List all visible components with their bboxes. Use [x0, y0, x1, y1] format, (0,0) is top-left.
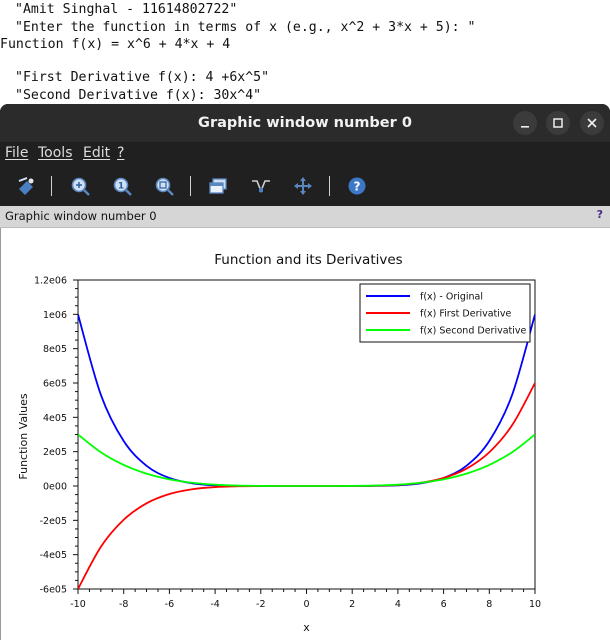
y-axis-label: Function Values	[17, 393, 30, 479]
x-tick-label: 4	[395, 599, 401, 610]
x-tick-label: 0	[303, 599, 309, 610]
x-tick-label: 6	[441, 599, 447, 610]
y-tick-label: -6e05	[40, 585, 67, 596]
series-line-2	[78, 433, 535, 487]
y-tick-label: -2e05	[40, 516, 67, 527]
figure-subbar: Graphic window number 0 ?	[0, 206, 610, 228]
svg-text:1: 1	[118, 182, 124, 192]
x-tick-label: -10	[70, 599, 86, 610]
zoom-reset-button[interactable]: 1	[111, 175, 133, 197]
zoom-area-icon	[155, 177, 174, 196]
svg-text:?: ?	[354, 180, 361, 194]
x-tick-label: -6	[165, 599, 174, 610]
figure-windows-button[interactable]	[207, 175, 229, 197]
window-title: Graphic window number 0	[198, 115, 412, 131]
y-tick-label: 8e05	[43, 344, 67, 355]
pan-button[interactable]	[292, 175, 314, 197]
menu-file[interactable]: File	[5, 145, 29, 161]
zoom-reset-icon: 1	[113, 177, 132, 196]
console-line: "Second Derivative f(x): 30x^4"	[15, 88, 262, 103]
chart-title: Function and its Derivatives	[214, 252, 402, 268]
chart[interactable]: Function and its Derivatives -10 -8 -6 -4 -2 0…	[1, 228, 610, 640]
datatip-icon	[252, 180, 270, 194]
figure-windows-icon	[209, 178, 227, 194]
console-line: "Enter the function in terms of x (e.g.,…	[15, 20, 476, 35]
help-icon: ?	[348, 177, 366, 195]
help-button[interactable]: ?	[346, 175, 368, 197]
legend-label: f(x) Second Derivative	[420, 326, 527, 337]
y-tick-label: 0e00	[43, 482, 67, 493]
x-tick-label: 8	[486, 599, 492, 610]
window-titlebar[interactable]: Graphic window number 0	[0, 104, 610, 142]
graphic-window: Graphic window number 0 File Tools Edit …	[0, 104, 610, 640]
x-tick-label: 2	[349, 599, 355, 610]
x-tick-label: 10	[529, 599, 541, 610]
zoom-in-button[interactable]	[69, 175, 91, 197]
y-tick-label: 2e05	[43, 447, 67, 458]
console-line: "Amit Singhal - 11614802722"	[15, 2, 238, 17]
menu-help[interactable]: ?	[117, 145, 125, 161]
close-button[interactable]	[580, 111, 604, 135]
x-tick-label: -8	[119, 599, 128, 610]
minimize-button[interactable]	[513, 111, 537, 135]
legend-label: f(x) - Original	[420, 292, 483, 303]
close-icon	[587, 118, 597, 128]
console-output: "Amit Singhal - 11614802722" "Enter the …	[0, 0, 610, 104]
maximize-icon	[553, 118, 563, 128]
zoom-area-button[interactable]	[153, 175, 175, 197]
zoom-in-icon	[71, 177, 90, 196]
rotate-button[interactable]	[15, 175, 37, 197]
menu-bar: File Tools Edit ?	[0, 142, 610, 166]
toolbar: 1 ?	[0, 166, 610, 206]
minimize-icon	[521, 126, 529, 128]
maximize-button[interactable]	[546, 111, 570, 135]
y-tick-label: 4e05	[43, 413, 67, 424]
x-axis-label: x	[303, 621, 310, 634]
x-tick-label: -4	[210, 599, 219, 610]
toolbar-separator	[329, 176, 330, 196]
legend-label: f(x) First Derivative	[420, 309, 512, 320]
y-tick-label: 1e06	[43, 310, 67, 321]
y-tick-label: 6e05	[43, 379, 67, 390]
pan-icon	[294, 177, 312, 195]
menu-edit[interactable]: Edit	[83, 145, 111, 161]
whats-this-icon[interactable]: ?	[596, 208, 603, 221]
figure-label: Graphic window number 0	[5, 209, 157, 223]
y-tick-label: 1.2e06	[34, 276, 67, 287]
rotate-icon	[18, 177, 34, 195]
console-line: Function f(x) = x^6 + 4*x + 4	[0, 37, 231, 52]
x-tick-label: -2	[256, 599, 265, 610]
toolbar-separator	[51, 176, 52, 196]
menu-tools[interactable]: Tools	[38, 145, 73, 161]
datatip-button[interactable]	[250, 175, 272, 197]
console-line: "First Derivative f(x): 4 +6x^5"	[15, 70, 270, 85]
plot-area: Function and its Derivatives -10 -8 -6 -4 -2 0…	[0, 228, 610, 640]
y-tick-label: -4e05	[40, 550, 67, 561]
toolbar-separator	[190, 176, 191, 196]
